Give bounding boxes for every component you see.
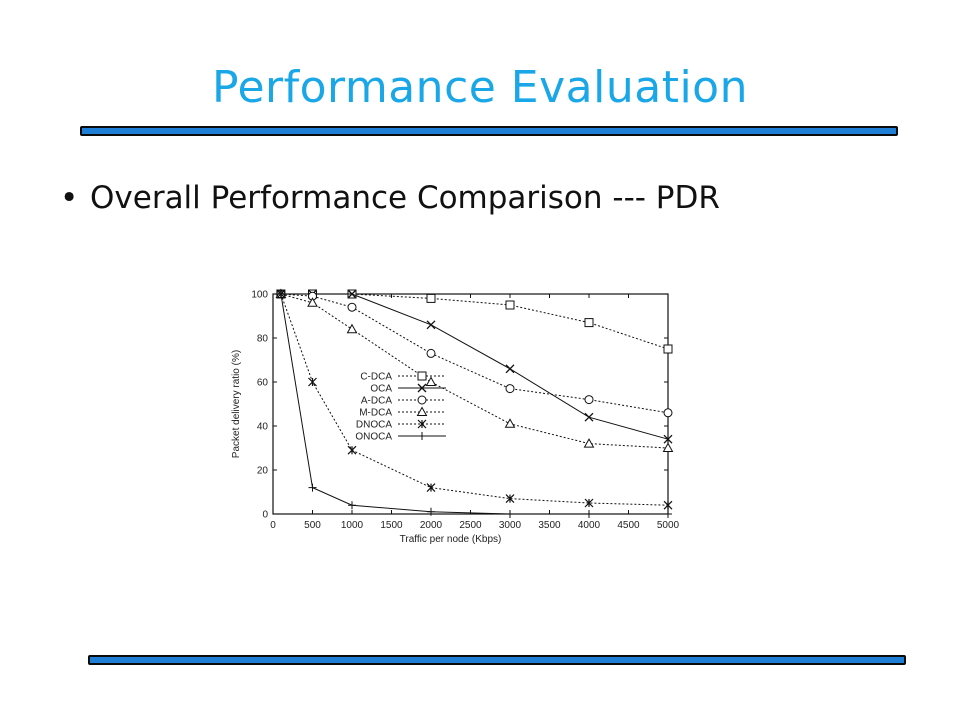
series-line-onoca <box>280 293 668 515</box>
series-onoca <box>276 290 672 518</box>
x-tick-label: 4500 <box>617 520 640 531</box>
legend-marker-a-dca <box>417 395 427 405</box>
footer-rule <box>88 655 906 665</box>
legend-marker-c-dca <box>417 371 427 381</box>
y-tick-label: 100 <box>251 290 268 301</box>
slide-title: Performance Evaluation <box>212 62 748 113</box>
data-point-onoca <box>308 483 317 492</box>
series-m-dca <box>275 288 674 452</box>
data-point-onoca <box>664 510 672 518</box>
legend-label-m-dca: M-DCA <box>359 408 392 419</box>
data-point-dnoca <box>308 377 317 387</box>
series-line-a-dca <box>280 293 669 414</box>
data-point-a-dca <box>584 395 594 405</box>
y-tick-label: 20 <box>257 466 269 477</box>
y-tick-label: 40 <box>257 422 269 433</box>
x-tick-label: 4000 <box>578 520 601 531</box>
data-point-m-dca <box>583 438 595 448</box>
data-point-onoca <box>427 507 435 516</box>
data-point-dnoca <box>505 494 515 504</box>
x-tick-label: 2000 <box>420 520 443 531</box>
data-point-onoca <box>276 290 285 298</box>
data-point-a-dca <box>505 384 515 394</box>
legend-marker-dnoca <box>417 419 427 429</box>
data-point-m-dca <box>346 323 358 334</box>
bullet-marker: • <box>60 180 79 216</box>
data-point-m-dca <box>662 442 674 452</box>
data-point-onoca <box>348 501 356 510</box>
data-point-c-dca <box>426 293 436 303</box>
plot-frame <box>272 293 669 515</box>
y-axis-label: Packet delivery ratio (%) <box>231 350 242 458</box>
legend-label-oca: OCA <box>370 384 392 395</box>
data-point-c-dca <box>663 344 673 354</box>
data-point-oca <box>347 289 357 299</box>
legend-marker-oca <box>417 383 427 393</box>
data-point-a-dca <box>347 302 357 312</box>
series-c-dca <box>276 289 673 354</box>
bullet-item: • Overall Performance Comparison --- PDR <box>60 180 720 216</box>
x-tick-label: 500 <box>304 520 321 531</box>
legend-label-dnoca: DNOCA <box>356 420 392 431</box>
pdr-chart: 0 500 1000 1500 2000 2500 3000 3500 4000 4500 5000… <box>218 276 688 566</box>
title-underline-rule <box>80 126 898 136</box>
x-tick-label: 1500 <box>380 520 403 531</box>
data-point-m-dca <box>425 376 437 386</box>
series-line-c-dca <box>280 293 669 350</box>
legend-marker-onoca <box>418 432 426 440</box>
legend-label-c-dca: C-DCA <box>360 372 392 383</box>
data-point-oca <box>426 320 436 330</box>
data-point-c-dca <box>584 318 594 328</box>
series-line-m-dca <box>280 293 669 449</box>
data-point-oca <box>663 434 673 444</box>
data-point-onoca <box>585 510 593 518</box>
x-tick-label: 2500 <box>459 520 482 531</box>
x-tick-label: 0 <box>270 520 276 531</box>
legend-marker-m-dca <box>416 406 428 416</box>
pdr-chart-svg: 0 500 1000 1500 2000 2500 3000 3500 4000 4500 5000… <box>231 288 680 545</box>
series-line-dnoca <box>280 293 669 506</box>
series-oca <box>276 289 673 444</box>
data-point-c-dca <box>505 300 515 310</box>
data-point-a-dca <box>663 408 673 418</box>
x-tick-label: 1000 <box>341 520 364 531</box>
series-line-oca <box>280 293 669 440</box>
data-point-dnoca <box>663 500 673 510</box>
y-tick-label: 0 <box>262 510 268 521</box>
x-axis-label: Traffic per node (Kbps) <box>400 534 502 545</box>
data-point-a-dca <box>426 348 436 358</box>
data-point-dnoca <box>584 498 594 508</box>
y-tick-label: 60 <box>257 378 269 389</box>
x-tick-label: 5000 <box>657 520 680 531</box>
x-tick-label: 3000 <box>499 520 522 531</box>
bullet-text: Overall Performance Comparison --- PDR <box>90 180 720 216</box>
data-point-oca <box>584 412 594 422</box>
data-point-m-dca <box>307 297 318 307</box>
legend-label-onoca: ONOCA <box>355 432 392 443</box>
data-point-oca <box>505 364 515 374</box>
y-tick-label: 80 <box>257 334 269 345</box>
data-point-dnoca <box>426 483 436 493</box>
data-point-dnoca <box>347 445 357 455</box>
data-point-onoca <box>506 510 514 518</box>
series-a-dca <box>276 289 673 418</box>
legend-label-a-dca: A-DCA <box>361 396 392 407</box>
x-tick-label: 3500 <box>538 520 561 531</box>
series-dnoca <box>276 289 673 510</box>
data-point-m-dca <box>504 418 516 428</box>
